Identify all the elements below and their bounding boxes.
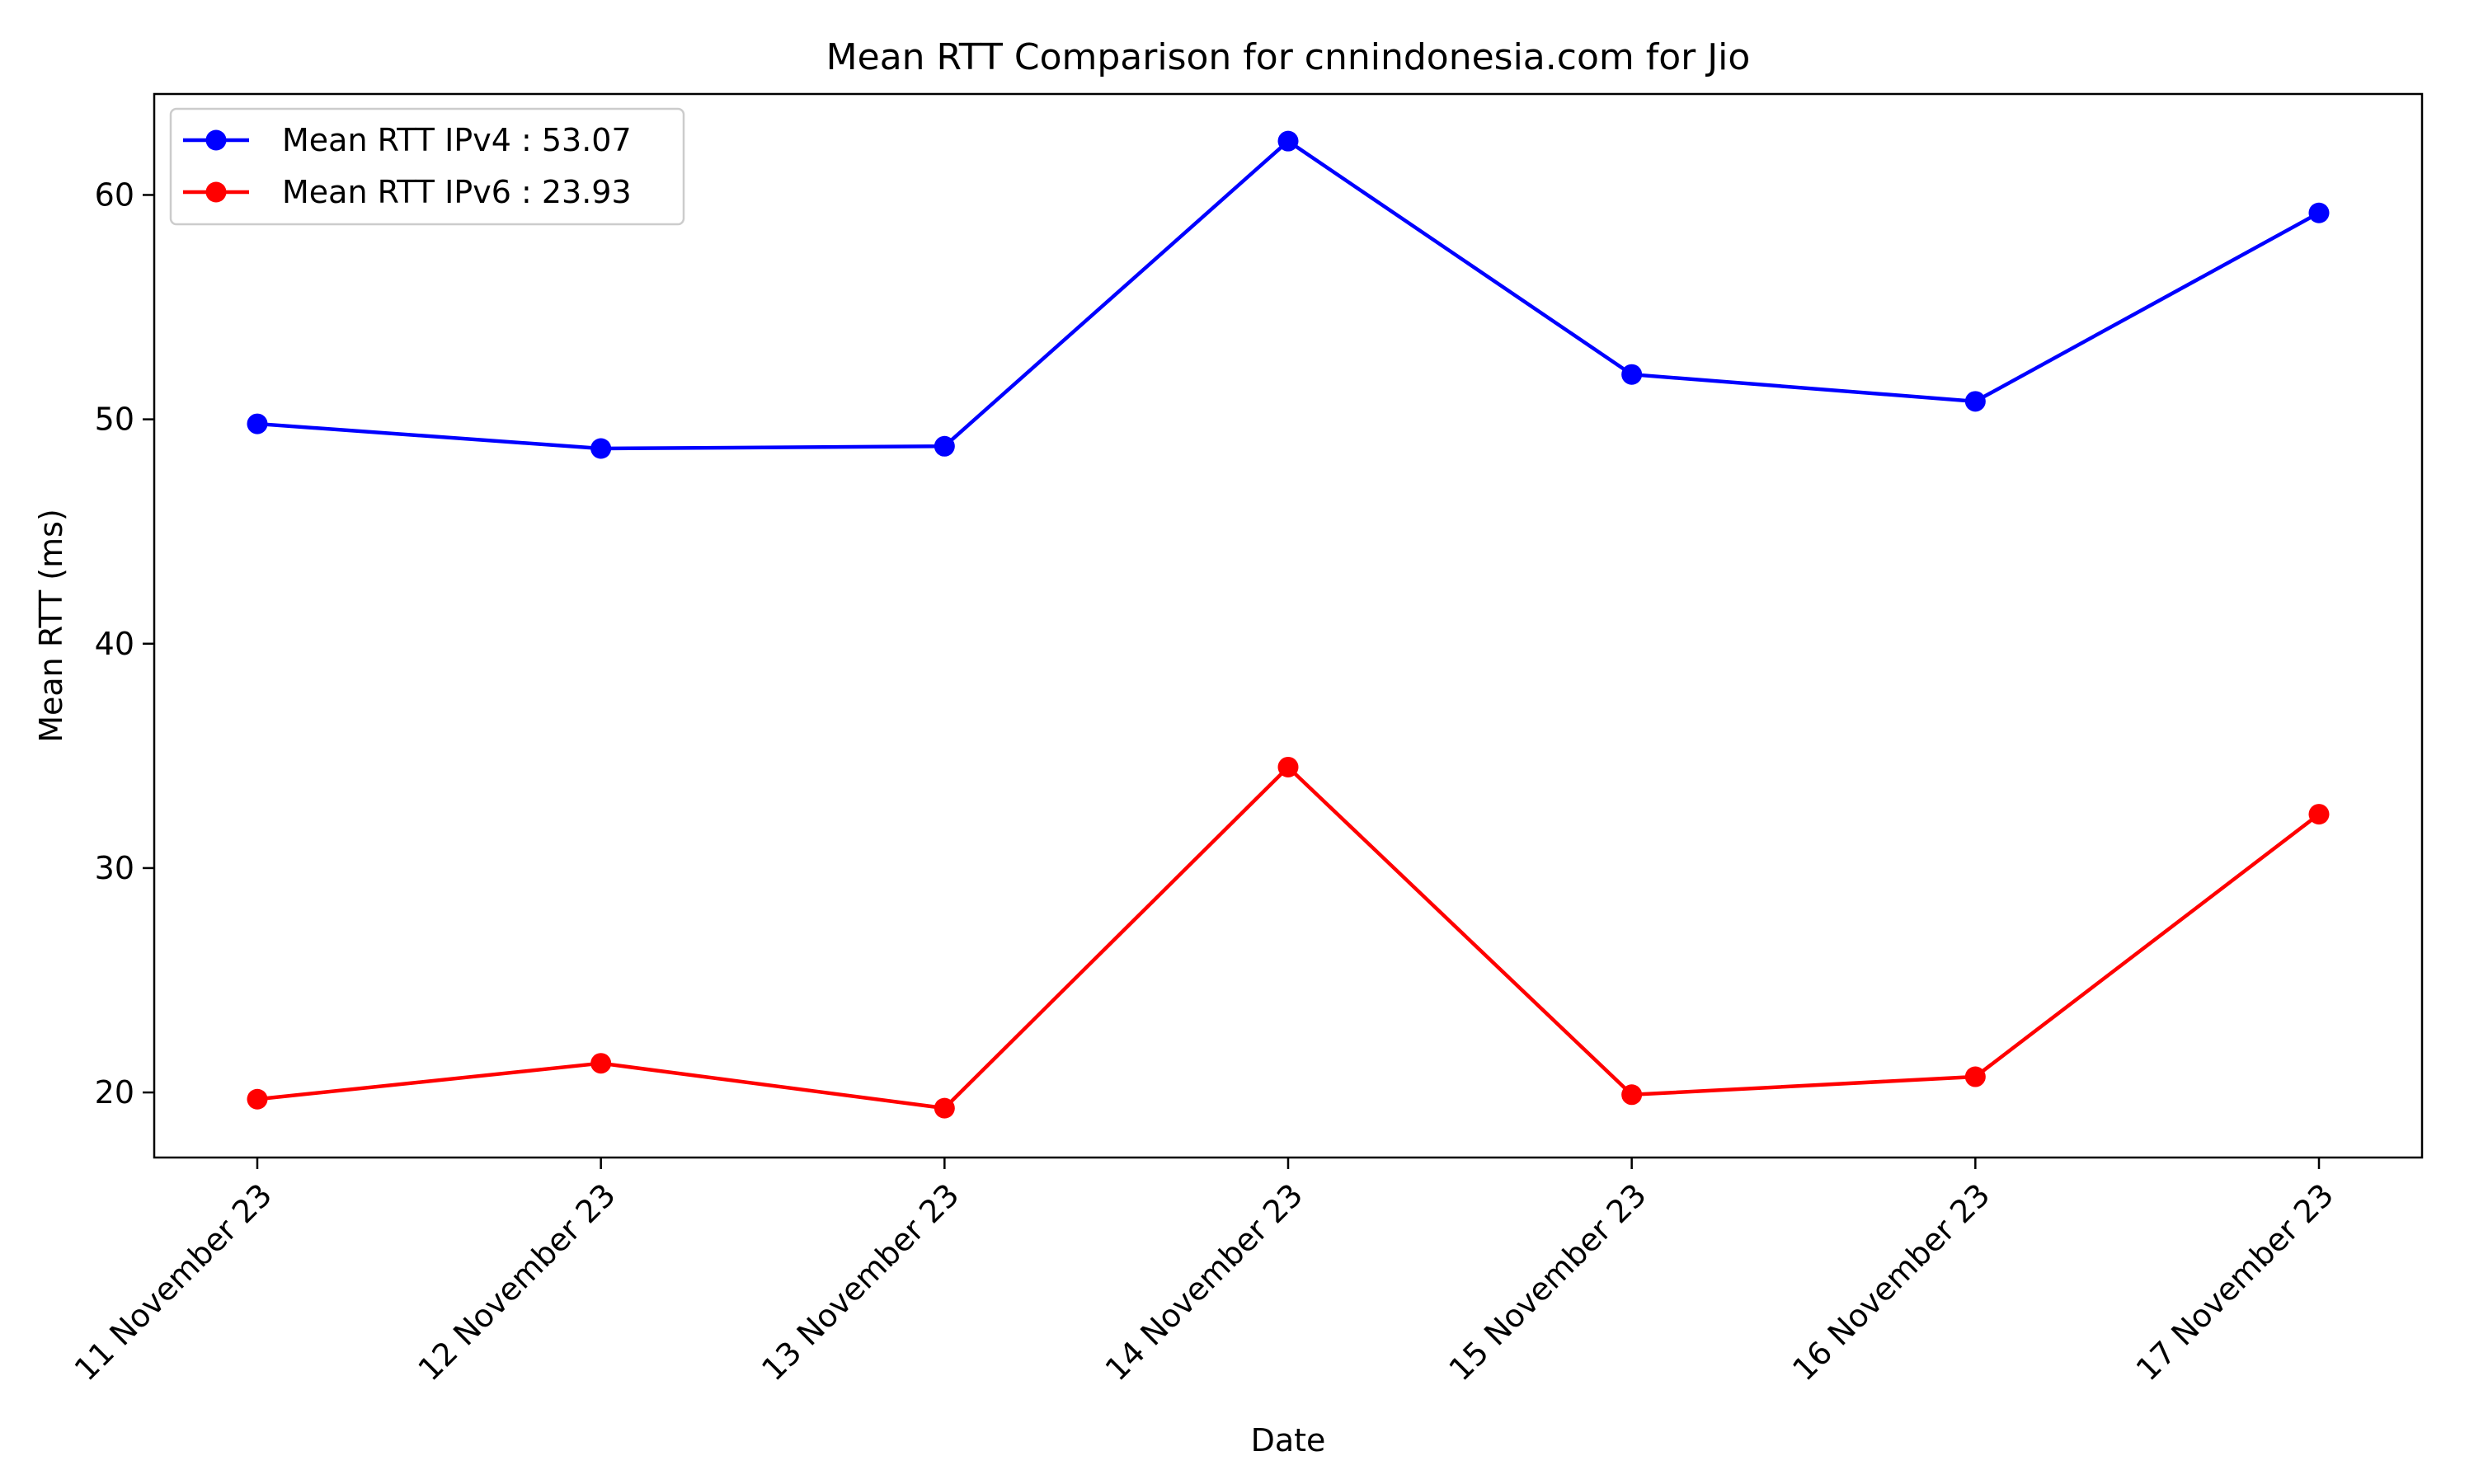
legend-item: Mean RTT IPv4 : 53.07: [183, 122, 632, 158]
data-point: [247, 413, 268, 434]
data-point: [934, 435, 955, 457]
series-2: [247, 756, 2330, 1119]
legend-label: Mean RTT IPv4 : 53.07: [282, 122, 632, 158]
y-tick-label: 50: [95, 402, 134, 438]
data-point: [590, 438, 612, 459]
plot-area: [247, 130, 2330, 1119]
data-point: [1621, 364, 1643, 385]
legend: Mean RTT IPv4 : 53.07 Mean RTT IPv6 : 23.…: [169, 107, 685, 226]
y-tick-label: 40: [95, 626, 134, 662]
data-point: [1621, 1084, 1643, 1106]
data-point: [2308, 202, 2330, 223]
y-tick-label: 60: [95, 176, 134, 213]
data-point: [247, 1088, 268, 1110]
data-point: [2308, 804, 2330, 825]
data-point: [1277, 130, 1299, 152]
x-axis-label: Date: [1251, 1422, 1326, 1458]
data-point: [590, 1053, 612, 1074]
legend-marker: [205, 181, 227, 203]
y-tick-label: 20: [95, 1074, 134, 1111]
legend-marker: [205, 129, 227, 151]
data-point: [1277, 756, 1299, 777]
series-1: [247, 130, 2330, 459]
y-tick-label: 30: [95, 850, 134, 886]
legend-label: Mean RTT IPv6 : 23.93: [282, 174, 632, 210]
y-axis-label: Mean RTT (ms): [33, 509, 69, 743]
data-point: [934, 1097, 955, 1119]
legend-item: Mean RTT IPv6 : 23.93: [183, 174, 632, 210]
chart-title: Mean RTT Comparison for cnnindonesia.com…: [826, 36, 1751, 78]
data-point: [1964, 391, 1986, 412]
data-point: [1964, 1066, 1986, 1087]
legend-box: [169, 107, 685, 226]
y-axis: 20 30 40 50 60: [95, 176, 154, 1111]
